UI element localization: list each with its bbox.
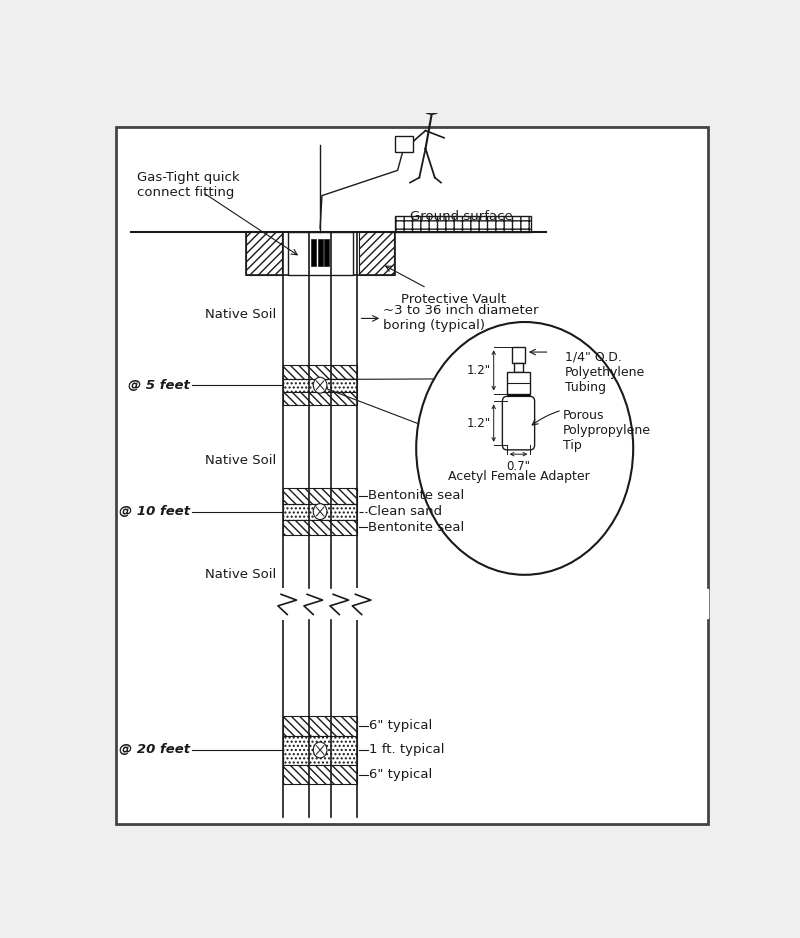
- Text: 1 ft. typical: 1 ft. typical: [369, 744, 445, 756]
- Circle shape: [314, 742, 327, 758]
- Circle shape: [314, 377, 327, 393]
- Text: Protective Vault: Protective Vault: [401, 294, 506, 306]
- Bar: [507, 394, 530, 401]
- Text: 1.2": 1.2": [466, 416, 490, 430]
- Text: Native Soil: Native Soil: [206, 454, 277, 467]
- Text: Clean sand: Clean sand: [368, 505, 442, 518]
- Text: Gas-Tight quick
connect fitting: Gas-Tight quick connect fitting: [138, 171, 240, 199]
- Circle shape: [416, 322, 634, 575]
- Text: ~3 to 36 inch diameter
boring (typical): ~3 to 36 inch diameter boring (typical): [383, 305, 539, 332]
- Text: Porous
Polypropylene
Tip: Porous Polypropylene Tip: [563, 409, 651, 452]
- Bar: [512, 347, 525, 363]
- Bar: [318, 239, 322, 266]
- Bar: [324, 239, 329, 266]
- Bar: [394, 216, 531, 232]
- Text: Native Soil: Native Soil: [206, 309, 277, 322]
- Bar: [514, 363, 522, 371]
- Circle shape: [314, 504, 327, 520]
- Text: Native Soil: Native Soil: [206, 568, 277, 582]
- Bar: [283, 366, 358, 379]
- Polygon shape: [418, 80, 446, 87]
- Text: Ground surface: Ground surface: [410, 210, 513, 223]
- Bar: [287, 232, 353, 275]
- Bar: [246, 232, 282, 275]
- Bar: [283, 520, 358, 535]
- Bar: [311, 239, 316, 266]
- Text: 1.2": 1.2": [466, 364, 490, 377]
- Text: @ 20 feet: @ 20 feet: [118, 744, 190, 756]
- Bar: [283, 379, 358, 392]
- Bar: [507, 371, 530, 394]
- Text: @ 10 feet: @ 10 feet: [118, 505, 190, 518]
- Bar: [358, 232, 394, 275]
- FancyBboxPatch shape: [502, 397, 534, 450]
- Text: Acetyl Female Adapter: Acetyl Female Adapter: [448, 470, 590, 483]
- Text: @ 5 feet: @ 5 feet: [128, 379, 190, 392]
- Bar: [283, 504, 358, 520]
- Bar: [283, 488, 358, 504]
- Bar: [283, 736, 358, 765]
- Text: 1/4" O.D.
Polyethylene
Tubing: 1/4" O.D. Polyethylene Tubing: [565, 351, 646, 394]
- Circle shape: [418, 83, 446, 114]
- Text: Bentonite seal: Bentonite seal: [368, 521, 464, 534]
- Bar: [394, 136, 413, 152]
- Bar: [246, 232, 394, 275]
- Text: Bentonite seal: Bentonite seal: [368, 490, 464, 503]
- Bar: [283, 765, 358, 784]
- Text: 6" typical: 6" typical: [369, 768, 432, 781]
- Text: 6" typical: 6" typical: [369, 719, 432, 733]
- Text: 0.7": 0.7": [506, 460, 530, 473]
- Bar: [283, 392, 358, 405]
- Bar: [283, 716, 358, 736]
